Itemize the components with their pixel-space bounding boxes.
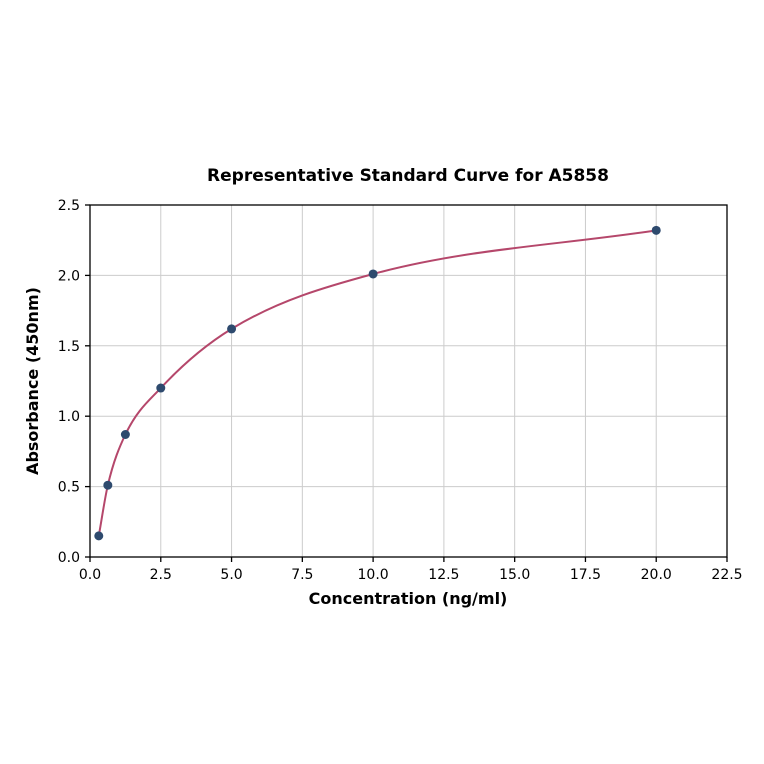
y-tick-label: 1.0 <box>58 409 80 425</box>
data-point <box>94 531 104 541</box>
y-tick-label: 0.5 <box>58 480 80 496</box>
plot-border <box>89 204 728 558</box>
data-point <box>156 383 166 393</box>
x-tick-label: 0.0 <box>79 567 101 583</box>
y-tick-label: 2.5 <box>58 198 80 214</box>
fit-curve <box>97 229 658 537</box>
x-tick-label: 2.5 <box>150 567 172 583</box>
chart-title: Representative Standard Curve for A5858 <box>207 166 609 186</box>
y-tick-label: 2.0 <box>58 268 80 284</box>
x-tick-label: 15.0 <box>499 567 530 583</box>
x-tick-label: 17.5 <box>570 567 601 583</box>
x-axis-label: Concentration (ng/ml) <box>309 589 508 608</box>
grid-layer <box>89 204 728 558</box>
axes-layer: 0.0 2.5 5.0 7.5 10.0 12.5 15.0 17.5 20.0 22.5 0.0 0… <box>58 198 743 583</box>
data-point <box>227 324 237 334</box>
x-tick-label: 7.5 <box>291 567 313 583</box>
x-tick-label: 12.5 <box>428 567 459 583</box>
y-axis-label: Absorbance (450nm) <box>23 287 42 475</box>
data-point <box>120 430 130 440</box>
data-point <box>103 480 113 490</box>
plot-area <box>94 225 661 541</box>
x-tick-label: 10.0 <box>358 567 389 583</box>
data-point <box>651 225 661 235</box>
x-tick-label: 5.0 <box>220 567 242 583</box>
y-tick-label: 0.0 <box>58 550 80 566</box>
x-tick-label: 20.0 <box>641 567 672 583</box>
data-point <box>368 269 378 279</box>
x-tick-label: 22.5 <box>711 567 742 583</box>
y-tick-label: 1.5 <box>58 339 80 355</box>
